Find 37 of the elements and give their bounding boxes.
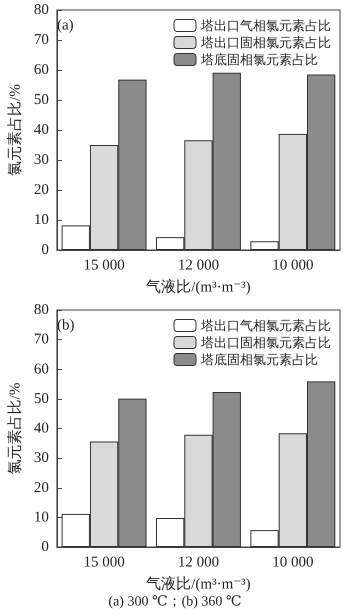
y-tick-label: 70 <box>34 332 49 348</box>
x-tick-label: 15 000 <box>83 554 125 570</box>
y-tick-label: 0 <box>41 539 49 555</box>
y-tick-label: 30 <box>34 152 49 168</box>
x-tick-label: 12 000 <box>178 554 220 570</box>
legend-label: 塔出口固相氯元素占比 <box>200 35 331 50</box>
y-tick-label: 0 <box>41 242 49 258</box>
annotation: (a) <box>57 18 74 34</box>
y-axis-title: 氯元素占比/% <box>6 382 24 474</box>
y-tick-label: 50 <box>34 92 49 108</box>
y-tick-label: 10 <box>34 509 49 526</box>
y-tick-label: 40 <box>34 122 49 138</box>
legend-label: 塔出口气相氯元素占比 <box>200 318 331 333</box>
y-tick-label: 20 <box>34 480 49 496</box>
x-tick-label: 15 000 <box>83 258 125 274</box>
y-tick-label: 40 <box>34 420 49 436</box>
x-axis-title: 气液比/(m³·m⁻³) <box>146 278 251 296</box>
annotation: (b) <box>57 318 74 334</box>
y-tick-label: 20 <box>34 182 49 198</box>
legend-label: 塔出口气相氯元素占比 <box>200 18 331 33</box>
y-tick-label: 60 <box>34 361 49 378</box>
legend-label: 塔出口固相氯元素占比 <box>200 335 331 350</box>
legend-label: 塔底固相氯元素占比 <box>200 52 318 67</box>
y-tick-label: 60 <box>34 62 49 78</box>
y-tick-label: 30 <box>34 450 49 466</box>
x-axis-title: 气液比/(m³·m⁻³) <box>146 576 251 592</box>
y-tick-label: 50 <box>34 390 49 407</box>
y-tick-label: 70 <box>34 32 49 48</box>
x-tick-label: 10 000 <box>272 258 314 274</box>
y-axis-title: 氯元素占比/% <box>6 84 24 176</box>
y-tick-label: 80 <box>34 302 49 318</box>
x-tick-label: 12 000 <box>178 258 220 274</box>
y-tick-label: 80 <box>34 2 49 18</box>
text: (a) 300 ℃；(b) 360 ℃ <box>108 594 242 610</box>
legend-label: 塔底固相氯元素占比 <box>200 352 318 367</box>
x-tick-label: 10 000 <box>272 554 314 570</box>
y-tick-label: 10 <box>34 212 49 228</box>
